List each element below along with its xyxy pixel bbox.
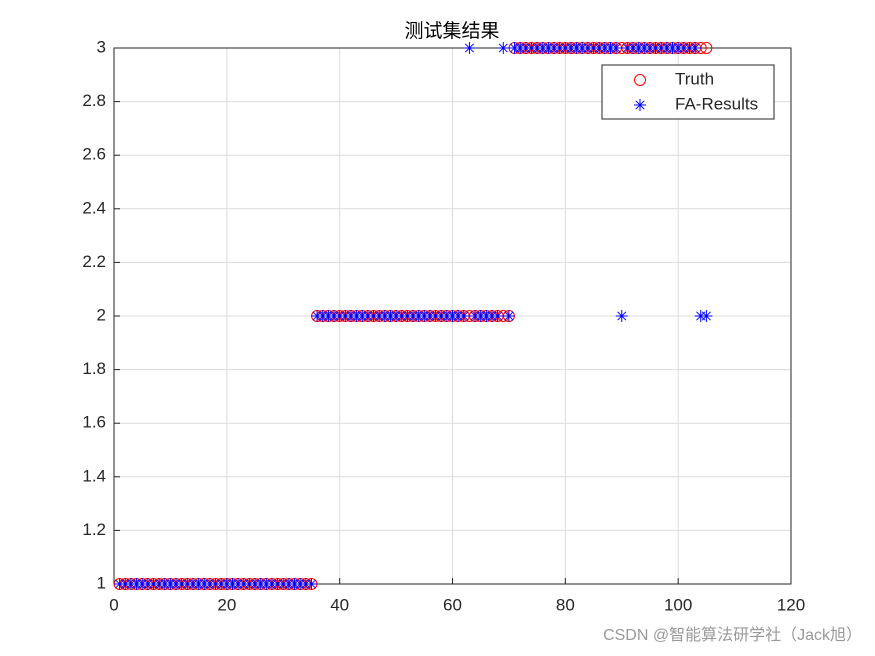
y-tick-label: 3 bbox=[97, 37, 106, 56]
x-tick-label: 20 bbox=[217, 595, 236, 614]
y-tick-label: 2.4 bbox=[82, 198, 106, 217]
x-tick-label: 60 bbox=[443, 595, 462, 614]
y-tick-label: 1.6 bbox=[82, 413, 106, 432]
axes-box bbox=[113, 47, 792, 585]
x-tick-label: 80 bbox=[556, 595, 575, 614]
point bbox=[463, 42, 476, 54]
y-tick-label: 1.8 bbox=[82, 359, 106, 378]
y-tick-label: 2.2 bbox=[82, 252, 106, 271]
legend-marker bbox=[634, 99, 646, 111]
legend-marker bbox=[634, 74, 646, 86]
legend-label: Truth bbox=[675, 69, 714, 88]
y-tick-label: 1.2 bbox=[82, 520, 106, 539]
y-tick-label: 2.8 bbox=[82, 91, 106, 110]
point bbox=[491, 310, 504, 322]
point bbox=[610, 42, 623, 54]
legend-label: FA-Results bbox=[675, 94, 758, 113]
watermark: CSDN @智能算法研学社（Jack旭） bbox=[603, 625, 862, 644]
point bbox=[502, 310, 515, 322]
x-tick-label: 100 bbox=[664, 595, 692, 614]
x-tick-label: 0 bbox=[109, 595, 118, 614]
x-tick-label: 120 bbox=[777, 595, 805, 614]
point bbox=[700, 310, 713, 322]
point bbox=[457, 310, 470, 322]
y-tick-label: 1 bbox=[97, 573, 106, 592]
chart-title: 测试集结果 bbox=[404, 20, 499, 42]
legend-box bbox=[601, 64, 775, 120]
x-tick-label: 40 bbox=[330, 595, 349, 614]
point bbox=[305, 578, 318, 590]
point bbox=[497, 42, 510, 54]
y-tick-label: 2.6 bbox=[82, 145, 106, 164]
y-tick-label: 1.4 bbox=[82, 466, 106, 485]
point bbox=[615, 310, 628, 322]
point bbox=[689, 42, 702, 54]
y-tick-label: 2 bbox=[97, 305, 106, 324]
